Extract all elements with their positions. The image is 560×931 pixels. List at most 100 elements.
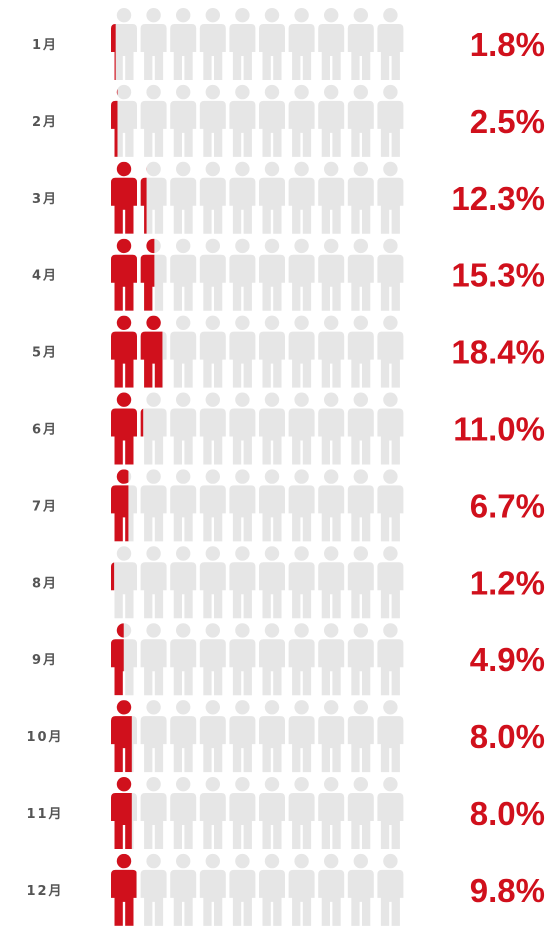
person-icon [229, 700, 256, 773]
person-icon [259, 700, 285, 773]
person-icon [347, 546, 374, 619]
person-icon [199, 623, 226, 696]
person-icon-filled [111, 777, 137, 849]
person-icon [259, 469, 285, 542]
row-6: 6月 11.0% [32, 392, 545, 465]
person-icon [377, 161, 404, 234]
person-icon [229, 392, 256, 465]
person-icon [347, 8, 374, 80]
person-icon [170, 315, 197, 388]
person-icon [259, 777, 285, 849]
person-icon [229, 315, 256, 388]
person-icon-filled [111, 315, 137, 388]
person-icon [318, 161, 345, 234]
row-10: 10月 8.0% [26, 700, 545, 773]
value-label: 2.5% [470, 103, 545, 140]
person-icon [377, 8, 404, 80]
person-icon-filled [111, 700, 137, 773]
person-icon-filled [111, 8, 137, 80]
person-icon [377, 777, 404, 849]
person-icon [199, 315, 226, 388]
row-3: 3月 12.3% [32, 161, 545, 234]
person-icon [347, 853, 374, 926]
person-icon [199, 8, 226, 80]
month-label: 11月 [26, 807, 63, 822]
person-icon [318, 546, 345, 619]
row-12: 12月 9.8% [26, 853, 545, 926]
person-icon [229, 777, 256, 849]
person-icon [259, 161, 285, 234]
person-icon [170, 238, 197, 311]
person-icon [259, 315, 285, 388]
person-icon [318, 777, 345, 849]
person-icon [259, 546, 285, 619]
person-icon [347, 700, 374, 773]
month-label: 7月 [32, 499, 58, 514]
month-label: 10月 [26, 730, 63, 745]
person-icon [318, 623, 345, 696]
month-label: 6月 [32, 423, 58, 438]
person-icon [288, 238, 315, 311]
person-icon [288, 161, 315, 234]
person-icon [347, 238, 374, 311]
value-label: 9.8% [470, 872, 545, 909]
person-icon [377, 84, 404, 157]
month-label: 1月 [32, 38, 58, 53]
person-icon [170, 161, 197, 234]
value-label: 8.0% [470, 718, 545, 755]
person-icon [347, 84, 374, 157]
person-icon-filled [111, 84, 137, 157]
person-icon [229, 546, 256, 619]
value-label: 11.0% [453, 411, 545, 448]
person-icon [288, 777, 315, 849]
person-icon-filled [140, 392, 167, 465]
row-4: 4月 15.3% [32, 238, 545, 311]
person-icon [288, 315, 315, 388]
person-icon [377, 853, 404, 926]
person-icon [140, 8, 167, 80]
person-icon [259, 238, 285, 311]
person-icon [288, 392, 315, 465]
person-icon [377, 469, 404, 542]
person-icon [199, 238, 226, 311]
person-icon [170, 469, 197, 542]
person-icon-filled [140, 238, 167, 311]
person-icon [140, 623, 167, 696]
person-icon [259, 84, 285, 157]
row-1: 1月 1.8% [32, 8, 545, 80]
person-icon [199, 84, 226, 157]
person-icon [318, 853, 345, 926]
value-label: 1.8% [470, 26, 545, 63]
person-icon [170, 700, 197, 773]
person-icon-filled [111, 623, 137, 696]
person-icon-filled [111, 238, 137, 311]
person-icon [318, 700, 345, 773]
person-icon [199, 469, 226, 542]
person-icon [318, 8, 345, 80]
month-label: 2月 [32, 115, 58, 130]
person-icon [377, 315, 404, 388]
person-icon [288, 8, 315, 80]
value-label: 8.0% [470, 795, 545, 832]
person-icon [318, 469, 345, 542]
person-icon-filled [111, 853, 137, 926]
row-9: 9月 4.9% [32, 623, 545, 696]
person-icon [140, 84, 167, 157]
person-icon [347, 777, 374, 849]
person-icon [318, 84, 345, 157]
person-icon [259, 623, 285, 696]
person-icon [377, 392, 404, 465]
person-icon [170, 853, 197, 926]
person-icon [347, 469, 374, 542]
person-icon [288, 853, 315, 926]
row-11: 11月 8.0% [26, 777, 545, 849]
person-icon [229, 469, 256, 542]
person-icon-filled [111, 546, 137, 619]
person-icon [347, 315, 374, 388]
person-icon [140, 546, 167, 619]
month-label: 5月 [32, 346, 58, 361]
person-icon-filled [140, 161, 167, 234]
person-icon [288, 623, 315, 696]
person-icon [140, 853, 167, 926]
value-label: 1.2% [470, 564, 545, 601]
